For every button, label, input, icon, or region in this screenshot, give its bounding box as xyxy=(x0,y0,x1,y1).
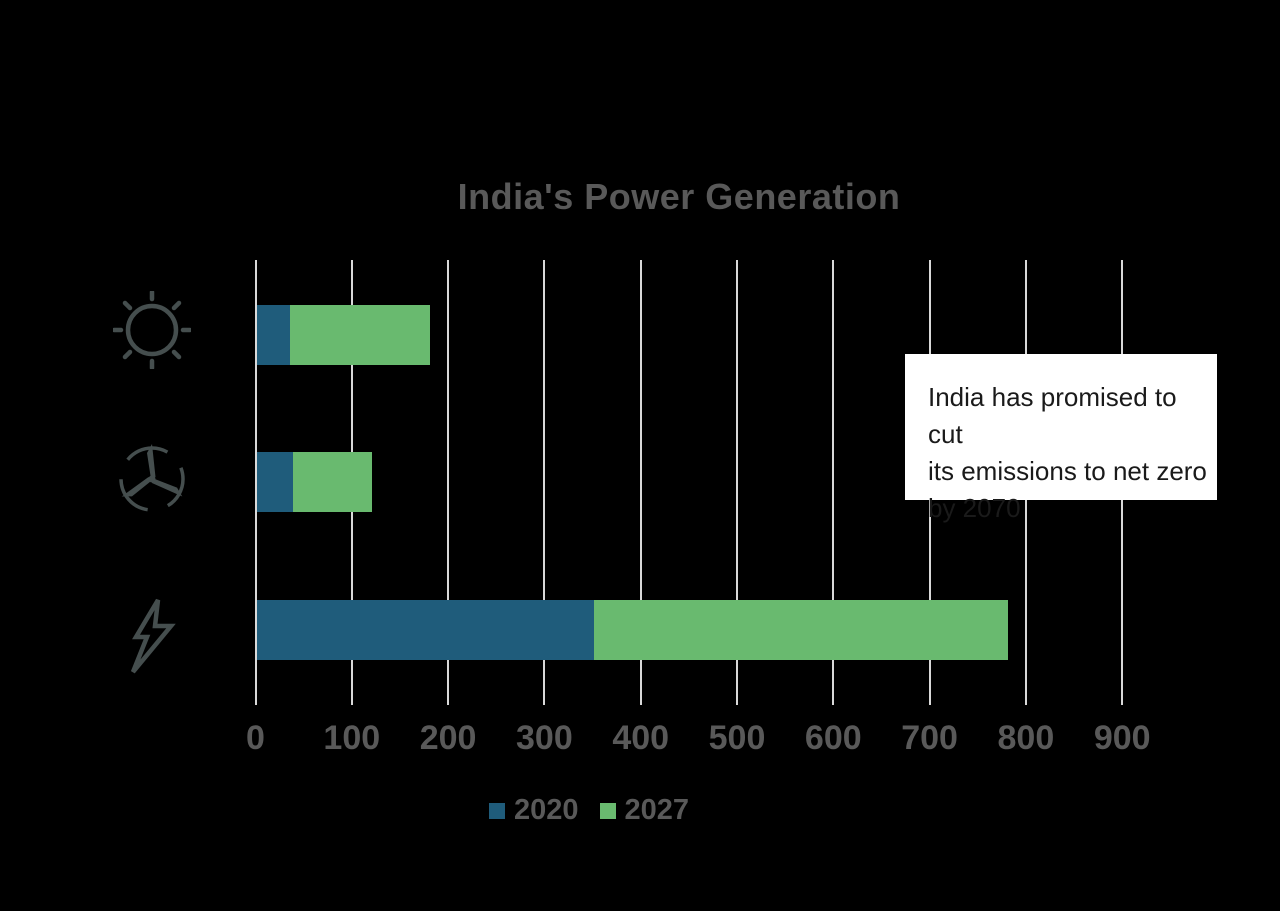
annotation-line: its emissions to net zero xyxy=(928,456,1207,486)
x-tick-label-800: 800 xyxy=(997,719,1055,757)
gridline-400 xyxy=(639,260,642,705)
bar-segment-wind-turbine-2020 xyxy=(256,452,294,512)
bar-segment-lightning-bolt-2020 xyxy=(256,600,594,660)
bar-segment-wind-turbine-2027 xyxy=(293,452,373,512)
x-tick-label-600: 600 xyxy=(804,719,862,757)
gridline-500 xyxy=(736,260,738,705)
gridline-0 xyxy=(254,260,257,705)
bar-row-wind-turbine xyxy=(256,452,373,512)
legend-item-2027: 2027 xyxy=(599,794,690,826)
legend-swatch-2027 xyxy=(599,802,616,819)
x-tick-label-400: 400 xyxy=(612,719,670,757)
bar-row-lightning-bolt xyxy=(256,600,1008,660)
legend-label-2020: 2020 xyxy=(514,794,579,826)
legend: 2020 2027 xyxy=(489,796,689,825)
bar-segment-lightning-bolt-2027 xyxy=(593,600,1008,660)
annotation-line: by 2070 xyxy=(928,493,1021,523)
annotation-line: India has promised to cut xyxy=(928,382,1177,449)
x-tick-label-900: 900 xyxy=(1093,719,1151,757)
gridline-600 xyxy=(832,260,835,705)
sun-icon xyxy=(111,289,193,374)
x-tick-label-500: 500 xyxy=(708,719,766,757)
legend-label-2027: 2027 xyxy=(624,794,690,826)
annotation-box: India has promised to cut its emissions … xyxy=(905,354,1217,523)
legend-item-2020: 2020 xyxy=(489,796,579,825)
bar-row-sun xyxy=(256,305,430,365)
bar-segment-sun-2027 xyxy=(290,305,430,365)
x-tick-label-0: 0 xyxy=(246,719,265,757)
gridline-200 xyxy=(447,260,450,705)
x-tick-label-300: 300 xyxy=(516,719,573,757)
x-tick-label-200: 200 xyxy=(419,719,477,757)
wind-turbine-icon xyxy=(116,441,188,518)
legend-swatch-2020 xyxy=(489,802,505,819)
lightning-bolt-icon xyxy=(128,597,176,680)
bar-segment-sun-2020 xyxy=(256,305,291,365)
chart-title: India's Power Generation xyxy=(457,176,901,217)
gridline-300 xyxy=(543,260,546,705)
x-tick-label-700: 700 xyxy=(901,719,958,757)
x-tick-label-100: 100 xyxy=(323,719,381,757)
